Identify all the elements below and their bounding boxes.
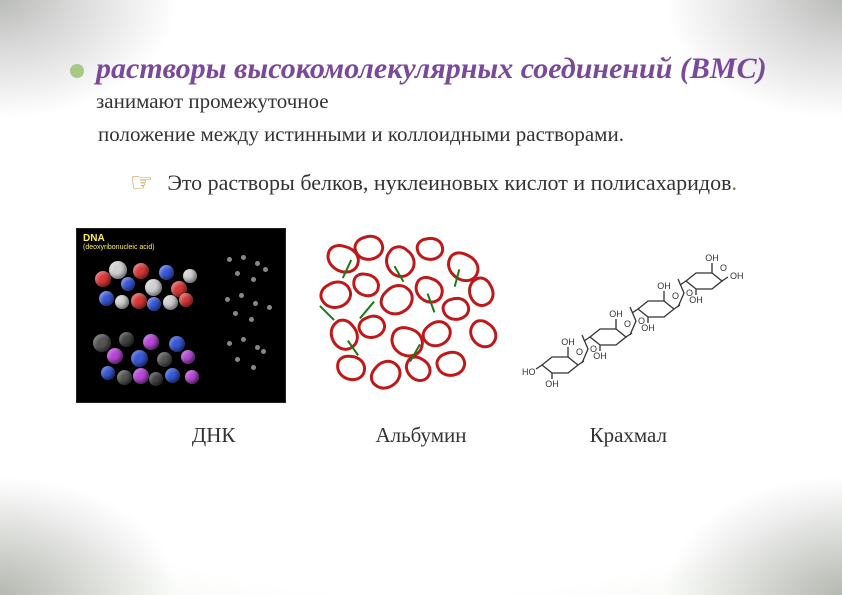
dna-spacefill-top: [85, 251, 205, 321]
svg-text:OH: OH: [545, 379, 559, 389]
dna-header: DNA (deoxyribonucleic acid): [83, 233, 155, 251]
label-albumin: Альбумин: [317, 423, 524, 448]
dna-header-line2: (deoxyribonucleic acid): [83, 244, 155, 251]
starch-graphic: OH O OH O OH O OH O OH O OH O: [536, 235, 766, 395]
bullet-icon: [70, 64, 84, 78]
albumin-graphic: [306, 225, 516, 405]
title-row: растворы высокомолекулярных соединений (…: [70, 50, 772, 114]
subtitle-row: ☞ Это растворы белков, нуклеиновых кисло…: [130, 169, 772, 198]
svg-text:OH: OH: [641, 323, 655, 333]
pointing-hand-icon: ☞: [130, 169, 153, 198]
label-starch: Крахмал: [525, 423, 732, 448]
title-tail: занимают промежуточное: [96, 89, 329, 113]
figure-albumin: [306, 225, 516, 405]
svg-text:OH: OH: [561, 337, 575, 347]
dna-spacefill-bottom: [85, 324, 210, 394]
svg-text:OH: OH: [593, 351, 607, 361]
dna-stick-models: [217, 249, 279, 389]
label-dna: ДНК: [110, 423, 317, 448]
svg-text:OH: OH: [689, 295, 703, 305]
svg-text:O: O: [720, 263, 727, 273]
slide-content: растворы высокомолекулярных соединений (…: [0, 0, 842, 468]
svg-text:OH: OH: [609, 309, 623, 319]
figure-dna: DNA (deoxyribonucleic acid): [76, 228, 286, 403]
svg-text:OH: OH: [705, 253, 719, 263]
subtitle-lead: Это растворы белков, нуклеиновых кислот …: [167, 170, 731, 195]
subtitle-tail: .: [732, 170, 738, 195]
title-main: растворы высокомолекулярных соединений (…: [96, 52, 767, 85]
figure-starch: OH O OH O OH O OH O OH O OH O: [536, 235, 766, 395]
labels-row: ДНК Альбумин Крахмал: [70, 423, 772, 448]
dna-header-line1: DNA: [83, 233, 155, 244]
title-line2: положение между истинными и коллоидными …: [98, 122, 772, 147]
subtitle-text: Это растворы белков, нуклеиновых кислот …: [167, 169, 737, 197]
svg-text:OH: OH: [657, 281, 671, 291]
title-block: растворы высокомолекулярных соединений (…: [96, 50, 772, 114]
dna-graphic: DNA (deoxyribonucleic acid): [76, 228, 286, 403]
figures-row: DNA (deoxyribonucleic acid) OH O OH O: [70, 225, 772, 405]
